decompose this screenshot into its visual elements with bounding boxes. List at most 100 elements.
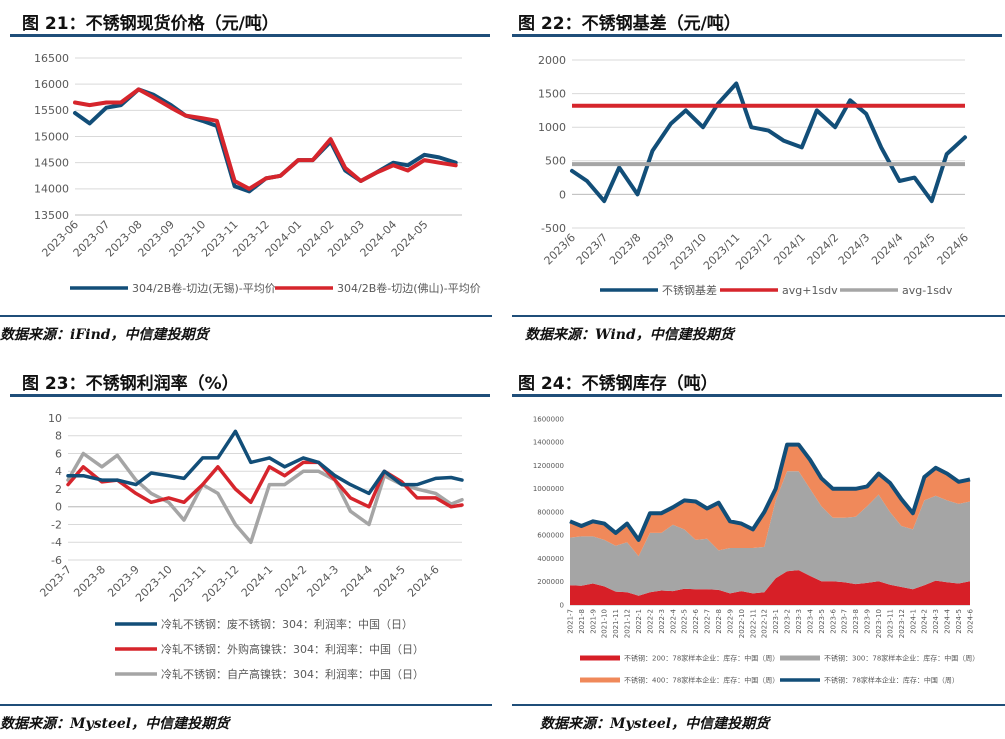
y-tick-label: 500 <box>545 155 566 168</box>
x-tick-label: 2022-12 <box>761 609 769 638</box>
y-tick-label: 4 <box>55 465 62 478</box>
x-tick-label: 2023-8 <box>71 563 108 600</box>
x-tick-label: 2022-8 <box>715 609 723 634</box>
x-tick-label: 2023-5 <box>818 609 826 634</box>
x-tick-label: 2023/6 <box>542 231 579 268</box>
series-area-0 <box>570 570 970 605</box>
figure-23-source: 数据来源：Mysteel，中信建投期货 <box>0 716 230 732</box>
legend-label: 冷轧不锈钢：废不锈钢：304：利润率：中国（日） <box>161 617 413 631</box>
legend-label: 冷轧不锈钢：自产高镍铁：304：利润率：中国（日） <box>161 667 424 681</box>
x-tick-label: 2022-2 <box>646 609 654 634</box>
y-tick-label: -2 <box>51 518 62 531</box>
legend-label: 304/2B卷-切边(无锡)-平均价 <box>132 281 276 295</box>
y-tick-label: 14000 <box>34 183 69 196</box>
series-line-0 <box>66 429 464 496</box>
x-tick-label: 2022-4 <box>669 608 677 633</box>
y-tick-label: 15500 <box>34 104 69 117</box>
legend-label: 不锈钢：400：78家样本企业：库存：中国（周） <box>624 676 779 685</box>
y-tick-label: 14500 <box>34 157 69 170</box>
y-tick-label: 200000 <box>537 578 564 586</box>
y-tick-label: 16000 <box>34 78 69 91</box>
x-tick-label: 2021-12 <box>624 609 632 638</box>
x-tick-label: 2023/7 <box>574 231 611 268</box>
series-area-2 <box>570 444 970 557</box>
y-tick-label: 1200000 <box>533 462 564 470</box>
y-tick-label: 2 <box>55 483 62 496</box>
x-tick-label: 2021-9 <box>589 609 597 634</box>
x-tick-label: 2022-6 <box>692 608 700 633</box>
legend-label: 不锈钢：78家样本企业：库存：中国（周） <box>824 676 959 685</box>
x-tick-label: 2024/4 <box>869 231 906 268</box>
x-tick-label: 2022-9 <box>726 609 734 634</box>
x-tick-label: 2022-11 <box>749 609 757 638</box>
figure-21-bottom-rule <box>0 315 492 317</box>
y-tick-label: 600000 <box>537 532 564 540</box>
x-tick-label: 2022-3 <box>658 609 666 634</box>
x-tick-label: 2024-2 <box>921 609 929 634</box>
x-tick-label: 2022-5 <box>681 609 689 634</box>
figure-24-title-rule <box>512 394 1002 397</box>
figure-22-title-rule <box>512 34 1002 37</box>
y-tick-label: -500 <box>541 222 566 235</box>
x-tick-label: 2023-12 <box>898 609 906 638</box>
series-line-2 <box>66 451 464 545</box>
x-tick-label: 2023-11 <box>886 609 894 638</box>
x-tick-label: 2024/3 <box>836 231 873 268</box>
x-tick-label: 2023-3 <box>795 609 803 634</box>
chart-21-stainless-spot-price: 135001400014500150001550016000165002023-… <box>34 52 481 295</box>
series-line-0 <box>73 87 458 194</box>
y-tick-label: 1500 <box>538 87 566 100</box>
y-tick-label: 1000 <box>538 121 566 134</box>
x-tick-label: 2021-8 <box>578 609 586 634</box>
x-tick-label: 2022-10 <box>738 609 746 638</box>
figure-21-title-rule <box>10 34 490 37</box>
series-line-total-inventory <box>569 442 971 542</box>
x-tick-label: 2023-2 <box>784 609 792 634</box>
x-tick-label: 2022-7 <box>704 609 712 634</box>
figure-24-source: 数据来源：Mysteel，中信建投期货 <box>540 716 770 732</box>
x-tick-label: 2023-8 <box>852 609 860 634</box>
figure-22-bottom-rule <box>512 315 1005 317</box>
series-line-1 <box>73 87 458 191</box>
legend-label: avg-1sdv <box>902 284 953 297</box>
figure-23-title-rule <box>10 394 490 397</box>
y-tick-label: 1600000 <box>533 415 564 423</box>
series-line-0 <box>570 81 967 204</box>
x-tick-label: 2022-1 <box>635 609 643 634</box>
y-tick-label: 1000000 <box>533 485 564 493</box>
y-tick-label: 0 <box>560 601 564 609</box>
x-tick-label: 2024-5 <box>955 609 963 634</box>
legend-label: 不锈钢：300：78家样本企业：库存：中国（周） <box>824 654 979 663</box>
legend-label: 不锈钢基差 <box>662 283 717 297</box>
y-tick-label: 16500 <box>34 52 69 65</box>
legend-label: 304/2B卷-切边(佛山)-平均价 <box>337 281 481 295</box>
x-tick-label: 2024-3 <box>932 609 940 634</box>
x-tick-label: 2024-2 <box>273 563 310 600</box>
x-tick-label: 2024-5 <box>371 563 408 600</box>
x-tick-label: 2023-12 <box>200 563 242 605</box>
x-tick-label: 2024-4 <box>338 563 375 600</box>
x-tick-label: 2024/6 <box>935 231 972 268</box>
chart-24-stainless-inventory: 0 200000 400000 600000 800000 1000000 1200000 1… <box>533 415 979 685</box>
x-tick-label: 2021-7 <box>566 609 574 634</box>
figure-22-source: 数据来源：Wind，中信建投期货 <box>525 327 734 343</box>
series-area-1 <box>570 471 970 596</box>
legend-label: 冷轧不锈钢：外购高镍铁：304：利润率：中国（日） <box>161 642 424 656</box>
x-tick-label: 2024-1 <box>239 563 276 600</box>
legend-label: avg+1sdv <box>782 284 838 297</box>
figure-23-title: 图 23：不锈钢利润率（%） <box>22 374 239 394</box>
x-tick-label: 2024-3 <box>304 563 341 600</box>
figure-21-source: 数据来源：iFind，中信建投期货 <box>0 327 209 343</box>
y-tick-label: 0 <box>559 188 566 201</box>
x-tick-label: 2024-6 <box>405 563 442 600</box>
y-tick-label: 800000 <box>537 508 564 516</box>
figure-23-bottom-rule <box>0 704 492 706</box>
y-tick-label: 13500 <box>34 209 69 222</box>
x-tick-label: 2023-9 <box>864 609 872 634</box>
y-tick-label: -6 <box>51 554 62 567</box>
figure-24-bottom-rule <box>512 704 1005 706</box>
x-tick-label: 2024/1 <box>771 231 808 268</box>
y-tick-label: 1400000 <box>533 439 564 447</box>
y-tick-label: 400000 <box>537 555 564 563</box>
